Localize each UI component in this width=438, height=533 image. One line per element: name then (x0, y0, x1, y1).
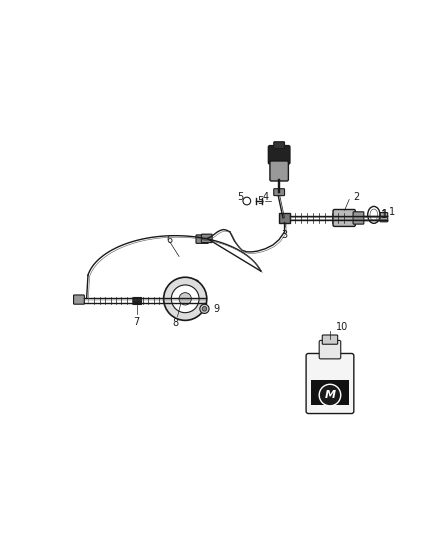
FancyBboxPatch shape (74, 295, 85, 304)
FancyBboxPatch shape (319, 341, 341, 359)
Text: 8: 8 (172, 318, 178, 328)
FancyBboxPatch shape (333, 209, 355, 227)
Text: 3: 3 (282, 230, 288, 239)
Circle shape (200, 304, 209, 313)
FancyBboxPatch shape (274, 142, 285, 149)
FancyBboxPatch shape (279, 213, 290, 223)
Text: 1: 1 (382, 209, 389, 219)
FancyBboxPatch shape (201, 234, 212, 243)
FancyBboxPatch shape (274, 189, 285, 196)
FancyBboxPatch shape (311, 379, 349, 405)
Circle shape (319, 384, 341, 406)
FancyBboxPatch shape (268, 146, 290, 164)
FancyBboxPatch shape (270, 161, 288, 181)
FancyBboxPatch shape (173, 280, 198, 303)
FancyBboxPatch shape (196, 235, 208, 244)
Circle shape (202, 306, 207, 311)
Text: 10: 10 (336, 321, 348, 332)
FancyBboxPatch shape (322, 335, 338, 344)
Text: BRAKE FLUID: BRAKE FLUID (317, 406, 343, 410)
Text: 7: 7 (134, 317, 140, 327)
Circle shape (171, 285, 199, 313)
FancyBboxPatch shape (380, 213, 388, 222)
Text: 4: 4 (262, 192, 268, 202)
Text: 1: 1 (389, 207, 395, 217)
Text: 5: 5 (237, 192, 244, 202)
FancyBboxPatch shape (133, 296, 141, 304)
FancyBboxPatch shape (353, 212, 364, 224)
Text: 1: 1 (381, 210, 387, 220)
Text: 5: 5 (257, 196, 263, 206)
Text: 6: 6 (167, 235, 173, 245)
Circle shape (164, 277, 207, 320)
Circle shape (179, 293, 191, 305)
FancyBboxPatch shape (306, 353, 354, 414)
Text: M: M (325, 390, 336, 400)
Text: 9: 9 (213, 304, 219, 314)
Text: 2: 2 (353, 192, 359, 202)
